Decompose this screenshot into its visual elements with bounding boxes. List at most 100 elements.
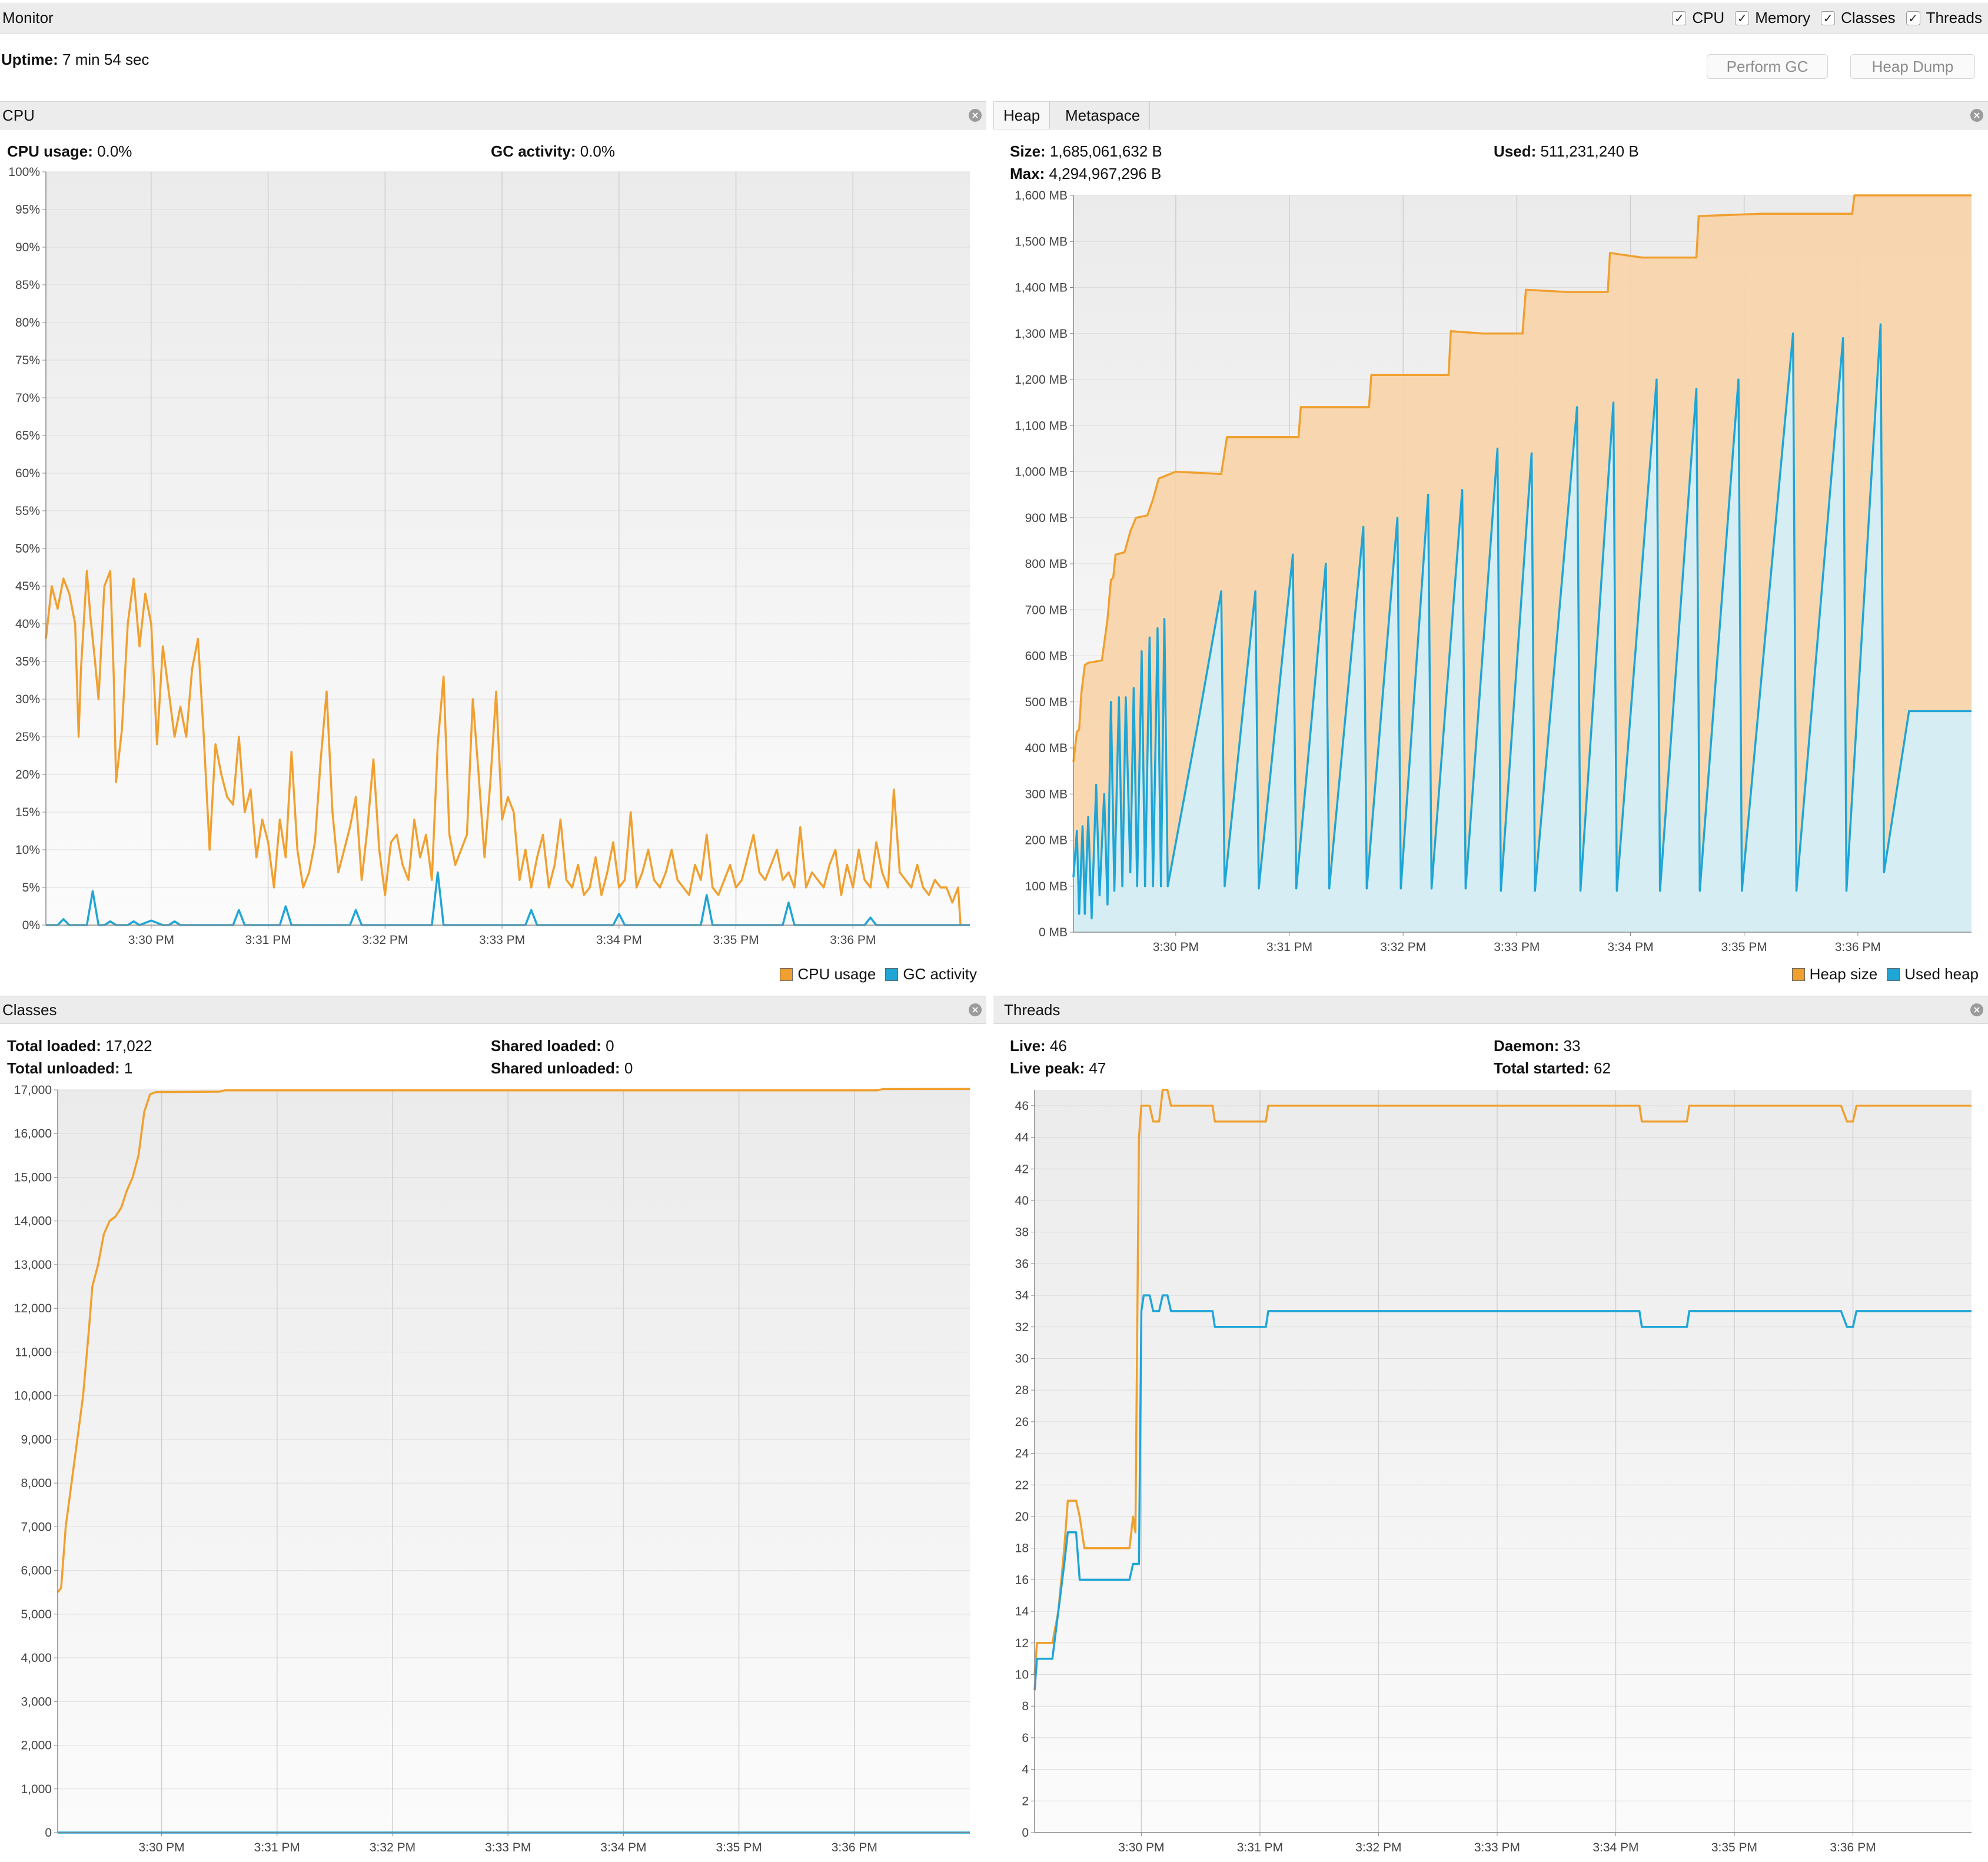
- y-tick-label: 13,000: [14, 1258, 52, 1272]
- x-tick-label: 3:30 PM: [138, 1841, 184, 1854]
- x-tick-label: 3:31 PM: [1266, 940, 1312, 954]
- y-tick-label: 900 MB: [1025, 511, 1068, 525]
- classes-panel: Classes × Total loaded: 17,022 Total unl…: [0, 996, 986, 1862]
- y-tick-label: 17,000: [14, 1083, 52, 1097]
- stat-value: 0: [624, 1059, 633, 1077]
- x-tick-label: 3:36 PM: [830, 933, 876, 947]
- shared-unloaded-stat: Shared unloaded: 0: [491, 1059, 633, 1078]
- y-tick-label: 46: [1015, 1099, 1029, 1113]
- cpu-checkbox-label: CPU: [1692, 9, 1725, 26]
- x-tick-label: 3:34 PM: [1607, 940, 1653, 954]
- x-tick-label: 3:31 PM: [245, 933, 291, 947]
- stat-label: Total loaded:: [7, 1037, 101, 1055]
- total-started-stat: Total started: 62: [1494, 1059, 1611, 1078]
- memory-checkbox-label: Memory: [1755, 9, 1811, 26]
- x-tick-label: 3:34 PM: [600, 1841, 646, 1854]
- y-tick-label: 20: [1015, 1510, 1029, 1524]
- perform-gc-button[interactable]: Perform GC: [1707, 54, 1828, 79]
- checkmark-icon: ✓: [1672, 11, 1687, 25]
- series-line-1: [46, 871, 970, 926]
- y-tick-label: 0%: [22, 919, 40, 932]
- classes-panel-header: Classes ×: [0, 996, 986, 1024]
- cpu-panel: CPU × CPU usage: 0.0% GC activity: 0.0% …: [0, 101, 986, 995]
- y-tick-label: 30: [1015, 1352, 1029, 1365]
- y-tick-label: 75%: [15, 354, 40, 367]
- series-line-1: [1072, 323, 1972, 920]
- view-toggles: ✓ CPU ✓ Memory ✓ Classes ✓ Threads: [1672, 9, 1982, 27]
- legend-label: CPU usage: [797, 965, 876, 983]
- gc-activity-stat: GC activity: 0.0%: [491, 142, 615, 161]
- y-tick-label: 9,000: [21, 1433, 52, 1447]
- uptime: Uptime: 7 min 54 sec: [1, 51, 149, 69]
- close-icon[interactable]: ×: [1970, 109, 1983, 122]
- y-tick-label: 35%: [15, 655, 40, 669]
- y-tick-label: 24: [1015, 1447, 1029, 1461]
- y-tick-label: 70%: [15, 391, 40, 405]
- stat-label: Daemon:: [1494, 1037, 1560, 1055]
- x-tick-label: 3:32 PM: [1355, 1841, 1401, 1854]
- threads-checkbox[interactable]: ✓ Threads: [1906, 9, 1982, 27]
- uptime-label: Uptime:: [1, 51, 58, 68]
- stat-label: Live peak:: [1010, 1059, 1085, 1077]
- tab-metaspace[interactable]: Metaspace: [1056, 102, 1151, 129]
- y-tick-label: 42: [1015, 1162, 1029, 1176]
- y-tick-label: 6: [1022, 1731, 1029, 1745]
- y-tick-label: 1,400 MB: [1015, 281, 1068, 295]
- y-tick-label: 16: [1015, 1573, 1029, 1587]
- x-tick-label: 3:34 PM: [596, 933, 642, 947]
- y-tick-label: 4,000: [21, 1651, 52, 1665]
- stat-value: 33: [1563, 1037, 1581, 1055]
- legend-item: Used heap: [1887, 965, 1979, 983]
- heap-legend: Heap size Used heap: [1791, 965, 1979, 983]
- y-tick-label: 3,000: [21, 1695, 52, 1708]
- checkmark-icon: ✓: [1735, 11, 1750, 25]
- y-tick-label: 4: [1022, 1763, 1029, 1777]
- legend-label: GC activity: [903, 965, 977, 983]
- y-tick-label: 25%: [15, 730, 40, 744]
- close-icon[interactable]: ×: [969, 109, 982, 122]
- x-tick-label: 3:35 PM: [716, 1841, 762, 1854]
- stat-label: Size:: [1010, 142, 1046, 160]
- stat-value: 0.0%: [580, 142, 615, 160]
- y-tick-label: 11,000: [15, 1345, 52, 1359]
- heap-max-stat: Max: 4,294,967,296 B: [1010, 165, 1161, 183]
- y-tick-label: 45%: [15, 580, 40, 593]
- legend-label: Used heap: [1904, 965, 1979, 983]
- monitor-toolbar: Monitor ✓ CPU ✓ Memory ✓ Classes ✓ Threa…: [0, 4, 1988, 34]
- stat-label: Max:: [1010, 165, 1045, 182]
- live-threads-stat: Live: 46: [1010, 1037, 1067, 1055]
- x-tick-label: 3:35 PM: [1721, 940, 1767, 954]
- x-tick-label: 3:30 PM: [1153, 940, 1199, 954]
- y-tick-label: 1,000: [21, 1783, 52, 1796]
- stat-label: Total started:: [1494, 1059, 1590, 1077]
- blue-swatch-icon: [1887, 967, 1900, 981]
- heap-size-stat: Size: 1,685,061,632 B: [1010, 142, 1162, 161]
- memory-checkbox[interactable]: ✓ Memory: [1735, 9, 1810, 27]
- x-tick-label: 3:36 PM: [832, 1841, 877, 1854]
- checkmark-icon: ✓: [1906, 11, 1920, 25]
- classes-checkbox[interactable]: ✓ Classes: [1821, 9, 1896, 27]
- tab-heap[interactable]: Heap: [993, 102, 1050, 129]
- x-tick-label: 3:36 PM: [1830, 1841, 1876, 1854]
- y-tick-label: 40: [1015, 1194, 1029, 1208]
- y-tick-label: 18: [1015, 1542, 1029, 1555]
- stat-value: 1,685,061,632 B: [1049, 142, 1162, 160]
- series-area-0: [1073, 195, 1972, 932]
- legend-label: Heap size: [1809, 965, 1878, 983]
- y-tick-label: 34: [1015, 1289, 1029, 1302]
- y-tick-label: 0 MB: [1039, 926, 1068, 939]
- y-tick-label: 8,000: [21, 1477, 52, 1490]
- y-tick-label: 1,200 MB: [1015, 373, 1068, 387]
- y-tick-label: 14,000: [14, 1215, 52, 1228]
- y-tick-label: 12: [1015, 1637, 1029, 1650]
- heap-dump-button[interactable]: Heap Dump: [1850, 54, 1975, 79]
- cpu-checkbox[interactable]: ✓ CPU: [1672, 9, 1724, 27]
- y-tick-label: 10,000: [14, 1389, 52, 1403]
- y-tick-label: 10: [1015, 1668, 1029, 1681]
- close-icon[interactable]: ×: [969, 1003, 982, 1016]
- threads-panel-title: Threads: [1004, 1001, 1061, 1019]
- heap-chart: 0 MB 100 MB 200 MB 300 MB 400 MB 500 MB 600 MB…: [1015, 189, 1972, 954]
- y-tick-label: 6,000: [21, 1564, 52, 1578]
- close-icon[interactable]: ×: [1970, 1003, 1983, 1016]
- legend-item: CPU usage: [780, 965, 876, 983]
